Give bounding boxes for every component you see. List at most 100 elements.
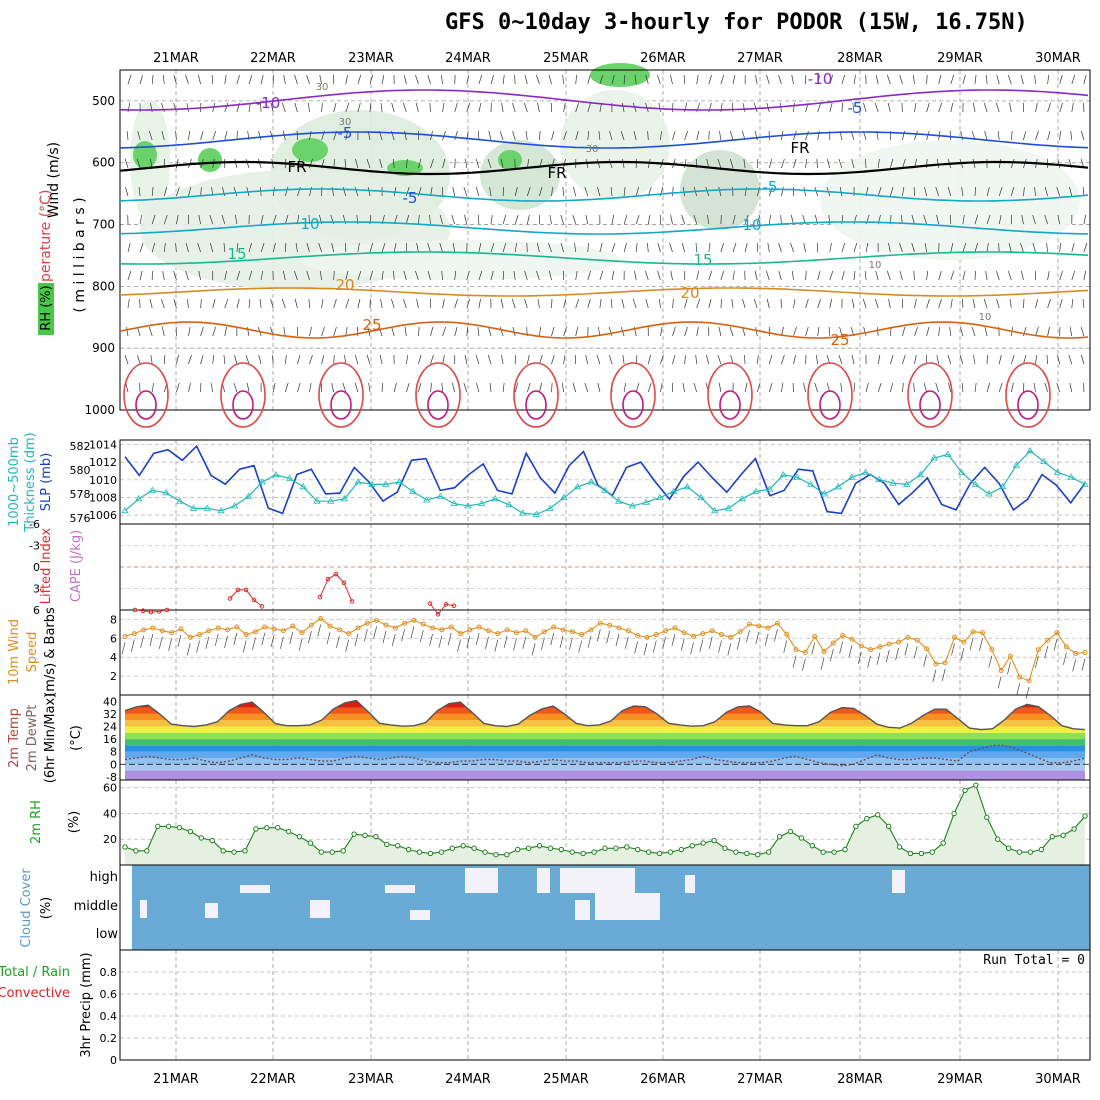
contour-label: -5	[763, 178, 778, 196]
wind-barb	[501, 354, 504, 365]
wind-barb	[369, 242, 374, 253]
wind10m-barb	[764, 633, 769, 647]
wind10m-point	[1063, 644, 1069, 650]
temp-color-band	[125, 751, 1085, 758]
wind-barb	[708, 74, 712, 85]
rh2m-point	[580, 850, 586, 857]
wind-barb	[272, 186, 275, 197]
wind-barb	[635, 186, 640, 197]
wind-barb	[1044, 214, 1048, 225]
wind-barb	[212, 354, 215, 365]
wind-barb	[635, 242, 638, 253]
wind-barb	[306, 270, 310, 281]
wind-barb	[997, 130, 1000, 141]
wind-barb	[526, 214, 530, 225]
wind-barb	[753, 102, 758, 113]
wind-barb	[839, 186, 843, 197]
contour-30-loop	[907, 362, 953, 428]
wind-barb	[935, 186, 940, 197]
wind-barb	[430, 382, 432, 393]
contour-35-loop	[622, 390, 644, 420]
wind-barb	[611, 270, 615, 281]
wind-barb	[899, 242, 903, 253]
rh2m-point	[918, 850, 925, 857]
wind10m-point	[448, 624, 454, 630]
wind-barb	[657, 242, 661, 253]
wind-barb	[198, 270, 201, 281]
wind10m-barb	[494, 639, 499, 652]
wind-barb	[357, 326, 359, 337]
date-label-top: 22MAR	[250, 51, 296, 66]
date-label-bottom: 22MAR	[250, 1072, 296, 1087]
thickness-point	[587, 478, 595, 485]
wind-barb	[1047, 326, 1050, 337]
thickness-point	[203, 504, 211, 511]
date-label-top: 27MAR	[737, 51, 783, 66]
wind-barb	[938, 298, 942, 309]
wind-barb	[245, 158, 250, 169]
wind-barb	[124, 354, 129, 365]
cloud-gap	[537, 868, 550, 893]
wind-barb	[781, 158, 785, 169]
wind-barb	[973, 354, 976, 365]
wind10m-point	[858, 643, 864, 649]
wind-barb	[430, 158, 434, 169]
wind-barb	[209, 242, 214, 253]
wind-barb	[318, 242, 322, 253]
wind-barb	[333, 326, 337, 337]
wind-barb	[599, 242, 603, 253]
wind10m-point	[1054, 630, 1060, 636]
thickness-point	[628, 502, 637, 509]
wind-barb	[1057, 158, 1061, 169]
wind10m-barb	[783, 640, 788, 653]
wind-barb	[259, 298, 262, 309]
rh2m-point	[995, 836, 1001, 842]
wind-barb	[874, 102, 879, 113]
wind-barb	[551, 382, 553, 393]
wind10m-barb	[774, 629, 778, 642]
rh2m-point	[198, 835, 205, 841]
wind-barb	[150, 354, 153, 365]
wind-barb	[707, 214, 710, 225]
wind-barb	[176, 214, 179, 225]
wind-barb	[186, 102, 189, 113]
wind-barb	[405, 214, 410, 225]
wind-barb	[548, 242, 552, 253]
wind-barb	[838, 354, 843, 365]
wind-barb	[1057, 354, 1061, 365]
wind-barb	[233, 186, 238, 197]
wind-barb	[477, 326, 480, 337]
wind-barb	[1059, 130, 1061, 141]
rh2m-point	[733, 849, 739, 855]
wind-barb	[768, 382, 773, 393]
wind-barb	[962, 242, 967, 253]
wind-barb	[657, 270, 661, 281]
wind-barb	[139, 270, 143, 281]
chart-title: GFS 0~10day 3-hourly for PODOR (15W, 16.…	[445, 10, 1028, 35]
wind10m-barb	[345, 639, 350, 652]
wind-barb	[451, 214, 456, 225]
ylabel-wind10m-1: 10m Wind	[7, 619, 22, 685]
wind-barb	[744, 214, 749, 225]
wind-barb	[149, 298, 153, 309]
wind-barb	[657, 74, 661, 85]
contour-label: -5	[848, 99, 863, 117]
rh2m-point	[471, 845, 477, 851]
contour-label: FR	[287, 158, 306, 176]
wind10m-barb	[830, 648, 834, 662]
wind-barb	[1056, 186, 1061, 197]
rh2m-point	[536, 842, 543, 849]
wind10m-barb	[941, 668, 946, 681]
rh2m-point	[842, 846, 848, 853]
thickness-point	[258, 478, 266, 485]
wind-barb	[996, 270, 1000, 281]
wind10m-barb	[643, 643, 648, 656]
wind-barb	[587, 74, 591, 85]
wind10m-point	[290, 623, 296, 629]
wind10m-point	[169, 630, 175, 636]
wind10m-point	[719, 632, 725, 638]
wind-barb	[718, 382, 722, 393]
wind10m-barb	[149, 633, 154, 647]
wind-barb	[974, 74, 977, 85]
